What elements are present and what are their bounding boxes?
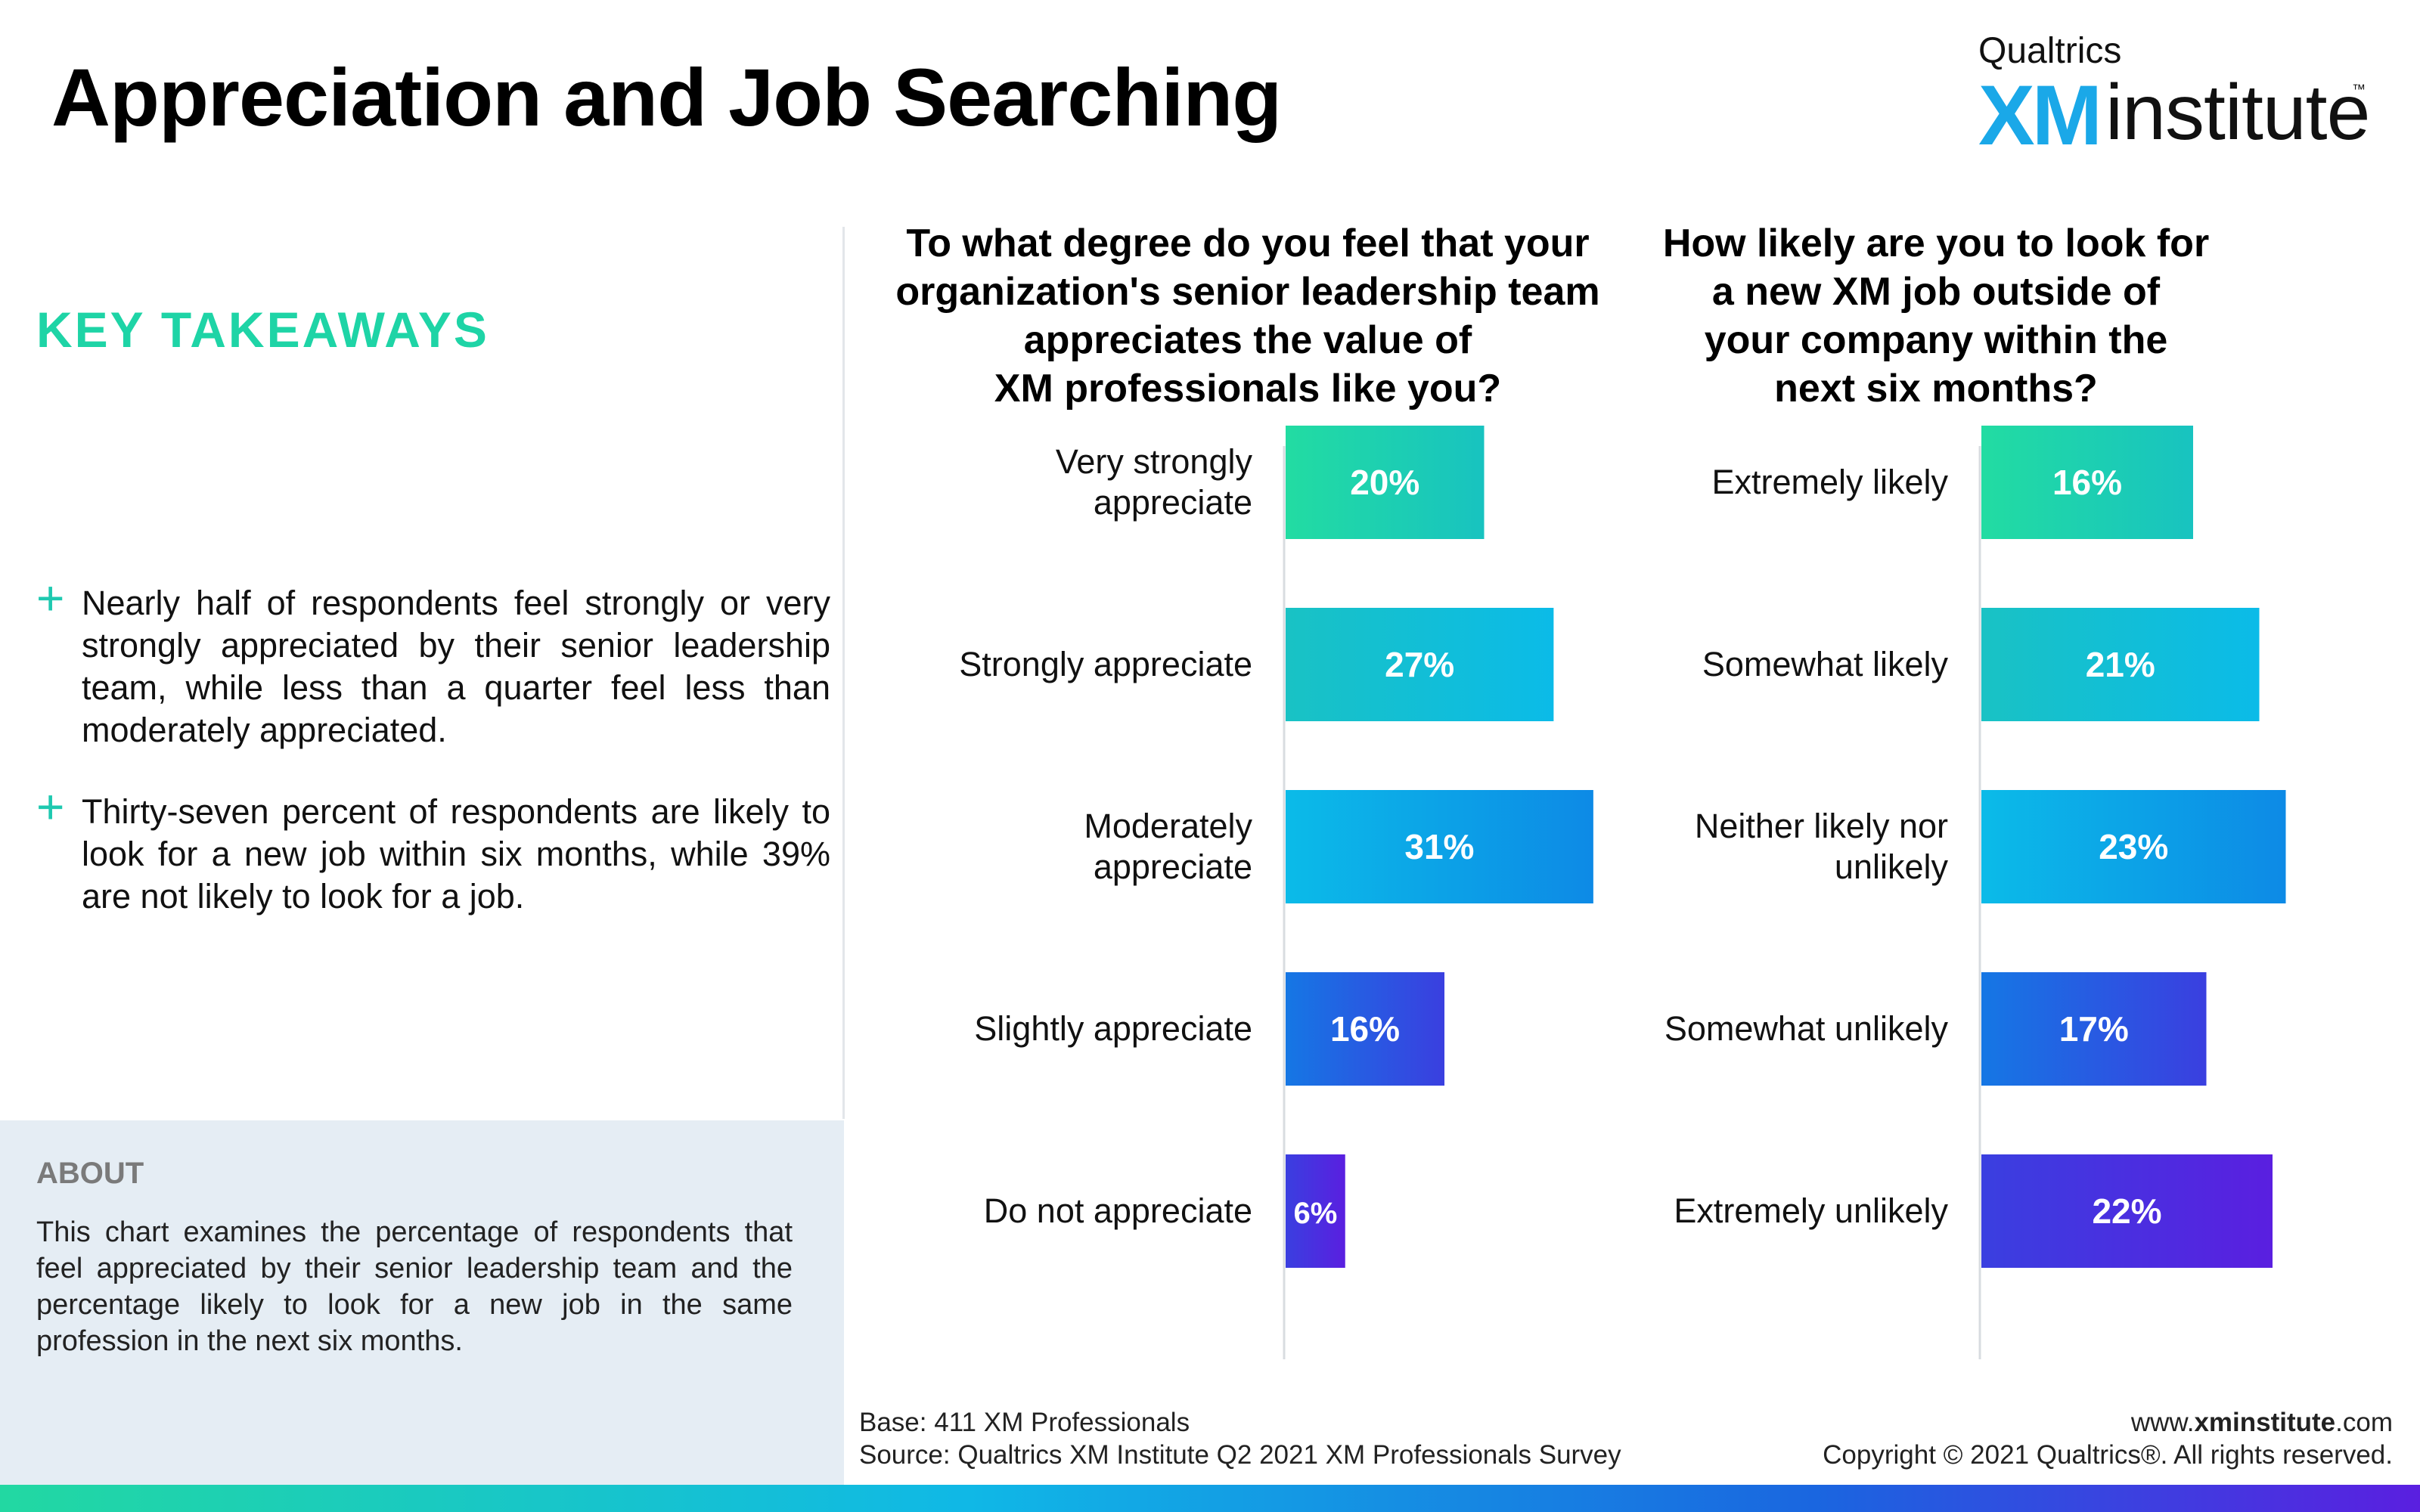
source-notes: Base: 411 XM Professionals Source: Qualt…: [859, 1406, 1621, 1471]
category-label-line: Somewhat unlikely: [1664, 1009, 1948, 1048]
category-label-line: Do not appreciate: [983, 1191, 1252, 1230]
plus-icon: +: [36, 571, 65, 625]
category-label: Slightly appreciate: [859, 1009, 1252, 1049]
category-label-line: unlikely: [1834, 847, 1948, 886]
website-suffix: .com: [2335, 1408, 2393, 1437]
category-label: Extremely likely: [1555, 462, 1948, 503]
category-label: Neither likely nor unlikely: [1555, 806, 1948, 888]
bar: [1286, 1154, 1345, 1268]
logo-institute: institute: [2105, 69, 2370, 156]
category-label: Extremely unlikely: [1555, 1191, 1948, 1232]
category-label: Very strongly appreciate: [859, 442, 1252, 523]
bar-data-label: 27%: [1385, 645, 1454, 684]
chart-question-line: XM professionals like you?: [994, 367, 1502, 411]
bar-data-label: 17%: [2059, 1009, 2129, 1049]
category-label: Somewhat likely: [1555, 644, 1948, 685]
category-label-line: Somewhat likely: [1702, 645, 1948, 683]
copyright-block: www.xminstitute.com Copyright © 2021 Qua…: [1823, 1406, 2393, 1471]
bar-data-label: 22%: [2092, 1191, 2161, 1231]
chart-plot: 16% 21% 23% 17% 22%: [1978, 426, 2286, 1359]
bar: [1286, 790, 1593, 903]
about-text: This chart examines the percentage of re…: [36, 1216, 793, 1357]
bottom-gradient-stripe: [0, 1485, 2420, 1512]
logo-xm: XM: [1978, 68, 2102, 163]
category-label-line: Slightly appreciate: [974, 1009, 1252, 1048]
bar: [1981, 608, 2260, 721]
chart-question-line: a new XM job outside of: [1711, 270, 2161, 314]
bar: [1981, 972, 2207, 1086]
category-label: Somewhat unlikely: [1555, 1009, 1948, 1049]
chart-question-line: organization's senior leadership team: [895, 270, 1600, 314]
bar-data-label: 16%: [2052, 463, 2122, 502]
bar: [1981, 790, 2286, 903]
base-note: Base: 411 XM Professionals: [859, 1408, 1190, 1437]
copyright-text: Copyright © 2021 Qualtrics®. All rights …: [1823, 1440, 2393, 1470]
bar: [1981, 426, 2193, 539]
category-label: Do not appreciate: [859, 1191, 1252, 1232]
category-label-line: appreciate: [1093, 847, 1252, 886]
category-label-line: Extremely unlikely: [1674, 1191, 1948, 1230]
bar-data-label: 23%: [2099, 827, 2168, 866]
appreciation-chart: To what degree do you feel that your orga…: [862, 219, 1618, 1368]
about-box: ABOUT This chart examines the percentage…: [0, 1120, 844, 1485]
takeaway-text: Nearly half of respondents feel strongly…: [82, 584, 830, 749]
plus-icon: +: [36, 779, 65, 834]
chart-question-line: next six months?: [1774, 367, 2098, 411]
category-label-line: Moderately: [1084, 807, 1252, 845]
chart-question: To what degree do you feel that your orga…: [847, 219, 1649, 413]
website-link[interactable]: www.xminstitute.com: [1823, 1406, 2393, 1439]
logo-trademark: ™: [2352, 82, 2366, 97]
bar-data-label: 20%: [1350, 463, 1419, 502]
bar-data-label: 21%: [2086, 645, 2155, 684]
chart-question-line: To what degree do you feel that your: [906, 222, 1590, 265]
page-title: Appreciation and Job Searching: [51, 51, 1282, 143]
about-heading: ABOUT: [36, 1157, 144, 1190]
takeaway-text: Thirty-seven percent of respondents are …: [82, 792, 830, 916]
key-takeaways-panel: KEY TAKEAWAYS + Nearly half of responden…: [0, 189, 844, 1119]
website-domain: xminstitute: [2194, 1408, 2336, 1437]
category-label: Moderately appreciate: [859, 806, 1252, 888]
bar: [1286, 608, 1554, 721]
category-label-line: Extremely likely: [1711, 463, 1948, 501]
category-label: Strongly appreciate: [859, 644, 1252, 685]
chart-question: How likely are you to look for a new XM j…: [1596, 219, 2276, 413]
chart-question-line: appreciates the value of: [1023, 318, 1472, 362]
logo-brand: Qualtrics: [1978, 31, 2122, 71]
panel-divider: [842, 227, 845, 1119]
key-takeaways-heading: KEY TAKEAWAYS: [36, 302, 489, 358]
category-label-line: Strongly appreciate: [959, 645, 1252, 683]
bar-data-label: 31%: [1404, 827, 1474, 866]
source-note: Source: Qualtrics XM Institute Q2 2021 X…: [859, 1440, 1621, 1470]
bar: [1286, 972, 1444, 1086]
category-label-line: Very strongly: [1055, 442, 1252, 481]
qualtrics-xm-institute-logo[interactable]: Qualtrics XM institute ™: [1978, 30, 2372, 163]
bar-data-label: 16%: [1330, 1009, 1400, 1049]
chart-question-line: How likely are you to look for: [1662, 222, 2210, 265]
category-label-line: appreciate: [1093, 483, 1252, 522]
category-label-line: Neither likely nor: [1694, 807, 1948, 845]
bar: [1286, 426, 1485, 539]
bar: [1981, 1154, 2273, 1268]
chart-question-line: your company within the: [1704, 318, 2168, 362]
chart-plot: 20% 27% 31% 16% 6%: [1283, 426, 1593, 1359]
job-search-chart: How likely are you to look for a new XM j…: [1558, 219, 2397, 1368]
website-prefix: www.: [2130, 1408, 2195, 1437]
bar-data-label: 6%: [1293, 1197, 1337, 1230]
